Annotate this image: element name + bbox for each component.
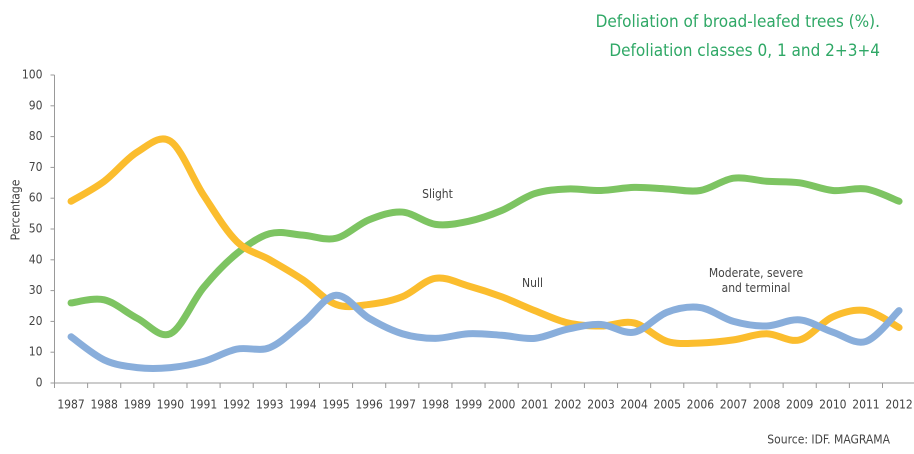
x-tick-label: 1990 [157,398,185,412]
x-tick-label: 1994 [289,398,317,412]
x-tick-label: 2003 [587,398,614,412]
series-label: Moderate, severe and terminal [708,266,804,295]
x-tick-label: 2005 [653,398,680,412]
x-tick-label: 1999 [455,398,483,412]
chart-subtitle: Defoliation classes 0, 1 and 2+3+4 [609,41,880,61]
y-axis-label: Percentage [9,179,23,240]
x-tick-label: 1992 [223,398,250,412]
x-tick-label: 1997 [389,398,416,412]
y-tick-label: 100 [22,68,43,82]
x-tick-label: 2004 [620,398,648,412]
x-tick-label: 2011 [852,398,879,412]
source: Source: IDF. MAGRAMA [767,433,890,447]
x-tick-label: 2010 [819,398,847,412]
x-tick-label: 2008 [753,398,781,412]
series-line [67,135,903,348]
x-tick-label: 1996 [355,398,383,412]
x-tick-label: 2012 [885,398,912,412]
chart-title: Defoliation of broad-leafed trees (%). [596,12,880,32]
x-tick-label: 2006 [687,398,715,412]
x-tick-label: 2000 [488,398,516,412]
x-tick-label: 1988 [90,398,118,412]
y-tick-label: 60 [29,191,43,205]
x-tick-label: 1998 [422,398,450,412]
y-tick-label: 0 [36,376,43,390]
y-tick-label: 80 [29,129,43,143]
series-label: Null [522,276,543,290]
series-line [67,291,903,372]
x-tick-label: 1995 [322,398,349,412]
x-tick-label: 2001 [521,398,548,412]
y-tick-label: 30 [29,283,43,297]
x-tick-label: 2009 [786,398,814,412]
y-tick-label: 50 [29,222,43,236]
y-tick-label: 40 [29,252,43,266]
y-tick-label: 10 [29,345,43,359]
y-tick-label: 70 [29,160,43,174]
series-label: Slight [422,187,453,201]
series-line [67,174,903,339]
x-tick-label: 2002 [554,398,581,412]
x-tick-label: 1993 [256,398,283,412]
y-tick-label: 90 [29,98,43,112]
x-tick-label: 2007 [720,398,747,412]
x-tick-label: 1987 [57,398,84,412]
x-tick-label: 1991 [190,398,217,412]
y-tick-label: 20 [29,314,43,328]
x-tick-label: 1989 [124,398,152,412]
